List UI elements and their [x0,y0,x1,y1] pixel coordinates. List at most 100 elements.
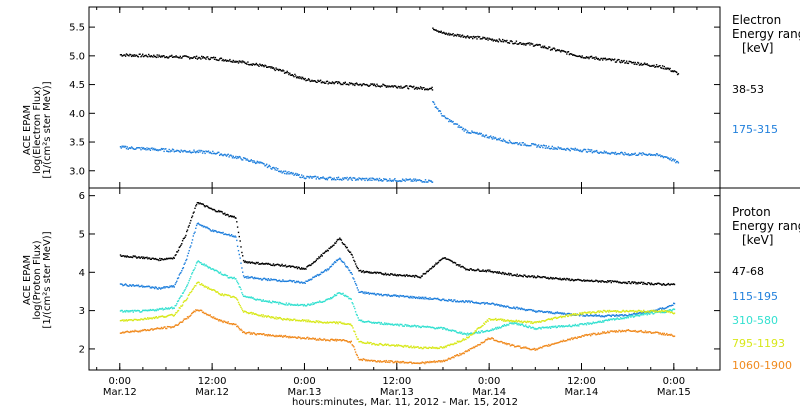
data-point [582,334,584,337]
data-point [477,332,479,334]
data-point [232,235,234,237]
data-point [664,307,666,309]
data-point [283,70,285,72]
data-point [237,250,240,252]
data-point [344,263,346,265]
data-point [445,117,447,120]
data-point [363,321,365,323]
data-point [428,269,430,271]
data-point [289,303,291,305]
data-point [170,257,172,259]
data-point [147,310,149,312]
data-point [378,293,380,295]
data-point [362,178,364,180]
data-point [334,179,336,181]
data-point [369,272,371,274]
data-point [207,266,209,268]
data-point [402,295,405,297]
data-point [226,322,229,324]
data-point [401,345,403,347]
data-point [281,172,283,174]
data-point [481,302,483,304]
data-point [236,280,238,282]
data-point [482,341,484,344]
data-point [136,319,138,321]
data-point [379,323,382,325]
data-point [431,298,433,300]
data-point [269,279,271,282]
data-point [388,344,390,347]
data-point [419,88,421,90]
data-point [522,142,524,144]
data-point [630,316,632,318]
x-tick-label-time: 0:00 [109,376,131,387]
data-point [584,322,586,325]
data-point [207,227,209,229]
data-point [201,225,203,227]
data-point [337,82,339,85]
data-point [567,315,570,317]
data-point [426,361,429,363]
data-point [171,148,174,150]
data-point [217,211,219,213]
data-point [453,299,455,301]
data-point [622,317,624,319]
data-point [585,314,588,316]
data-point [628,60,630,63]
data-point [515,319,518,321]
data-point [650,309,653,312]
data-point [266,166,269,169]
data-point [126,146,128,148]
data-point [454,342,456,344]
data-point [431,347,433,349]
data-point [145,54,147,56]
data-point [551,325,553,328]
data-point [364,270,366,273]
data-point [194,311,196,313]
data-point [203,312,205,315]
data-point [337,292,339,294]
data-point [290,74,293,76]
data-point [154,55,156,58]
data-point [653,309,655,312]
data-point [386,323,388,326]
data-point [186,258,188,261]
data-point [676,73,679,76]
data-point [537,321,539,323]
data-point [126,320,128,322]
data-point [263,316,265,318]
data-point [366,321,368,323]
data-point [553,146,555,149]
data-point [514,274,517,276]
data-point [581,55,583,57]
data-point [470,268,472,270]
data-point [433,28,435,31]
data-point [542,326,544,328]
data-point [272,67,275,69]
data-point [181,267,184,270]
data-point [207,314,210,316]
data-point [321,321,323,324]
data-point [540,321,542,323]
data-point [241,308,243,310]
data-point [441,32,443,34]
data-point [432,361,435,363]
data-point [623,310,625,312]
data-point [323,81,325,83]
data-point [663,156,665,158]
data-point [631,330,633,332]
data-point [124,283,126,286]
data-point [471,36,473,38]
data-point [306,319,308,321]
data-point [374,178,376,181]
data-point [496,271,499,273]
data-point [546,47,548,50]
data-point [222,154,224,157]
data-point [416,179,418,181]
data-point [576,337,578,340]
data-point [169,151,171,153]
x-tick-label-time: 0:00 [293,376,315,387]
data-point [335,338,337,341]
data-point [635,331,637,333]
data-point [428,88,430,90]
